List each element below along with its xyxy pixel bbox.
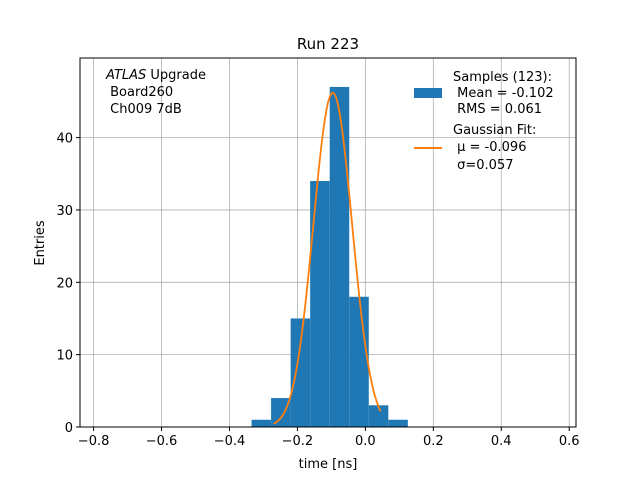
x-tick-label: 0.4: [491, 434, 512, 449]
histogram-bar: [368, 405, 389, 427]
y-tick-label: 10: [56, 349, 73, 364]
y-axis-label: Entries: [33, 220, 48, 266]
histogram-bar: [388, 419, 408, 427]
histogram-bar: [290, 318, 311, 427]
axes-frame: [79, 57, 577, 428]
x-tick-label: −0.8: [78, 434, 110, 449]
annotation-box: ATLAS Upgrade Board260 Ch009 7dB: [105, 68, 206, 117]
annotation-atlas: ATLAS: [105, 68, 146, 83]
y-tick-label: 30: [56, 204, 73, 219]
legend-swatch-samples: [414, 88, 442, 98]
legend-fit-line-3: σ=0.057: [453, 158, 513, 173]
y-tick-label: 0: [65, 421, 73, 436]
legend: Samples (123): Mean = -0.102 RMS = 0.061…: [414, 70, 554, 173]
annotation-line-3: Ch009 7dB: [106, 102, 182, 117]
histogram-bar: [251, 419, 272, 427]
histogram-bar: [271, 398, 291, 427]
y-tick-label: 40: [56, 132, 73, 147]
annotation-upgrade: Upgrade: [146, 68, 206, 83]
y-axis-ticks: 0 10 20 30 40: [56, 132, 80, 436]
legend-samples-line-1: Samples (123):: [453, 70, 552, 85]
x-tick-label: −0.2: [282, 434, 314, 449]
x-axis-ticks: −0.8 −0.6 −0.4 −0.2 0.0 0.2 0.4 0.6: [78, 427, 580, 449]
x-tick-label: 0.6: [559, 434, 580, 449]
legend-samples-line-2: Mean = -0.102: [453, 86, 554, 101]
x-tick-label: 0.0: [355, 434, 376, 449]
x-tick-label: −0.4: [214, 434, 246, 449]
histogram-bars: [251, 86, 408, 428]
legend-fit-line-1: Gaussian Fit:: [453, 123, 536, 138]
chart-title: Run 223: [297, 35, 359, 53]
x-tick-label: 0.2: [423, 434, 444, 449]
x-tick-label: −0.6: [146, 434, 178, 449]
gaussian-fit: [273, 91, 382, 425]
annotation-line-2: Board260: [106, 85, 173, 100]
histogram-bar: [349, 296, 369, 427]
histogram-bar: [329, 86, 350, 428]
legend-fit-line-2: μ = -0.096: [453, 140, 526, 155]
histogram-bar: [310, 181, 330, 427]
y-tick-label: 20: [56, 276, 73, 291]
x-axis-label: time [ns]: [299, 457, 358, 472]
gaussian-fit-curve: [273, 91, 382, 425]
legend-samples-line-3: RMS = 0.061: [453, 102, 542, 117]
annotation-line-1: ATLAS Upgrade: [105, 68, 206, 83]
